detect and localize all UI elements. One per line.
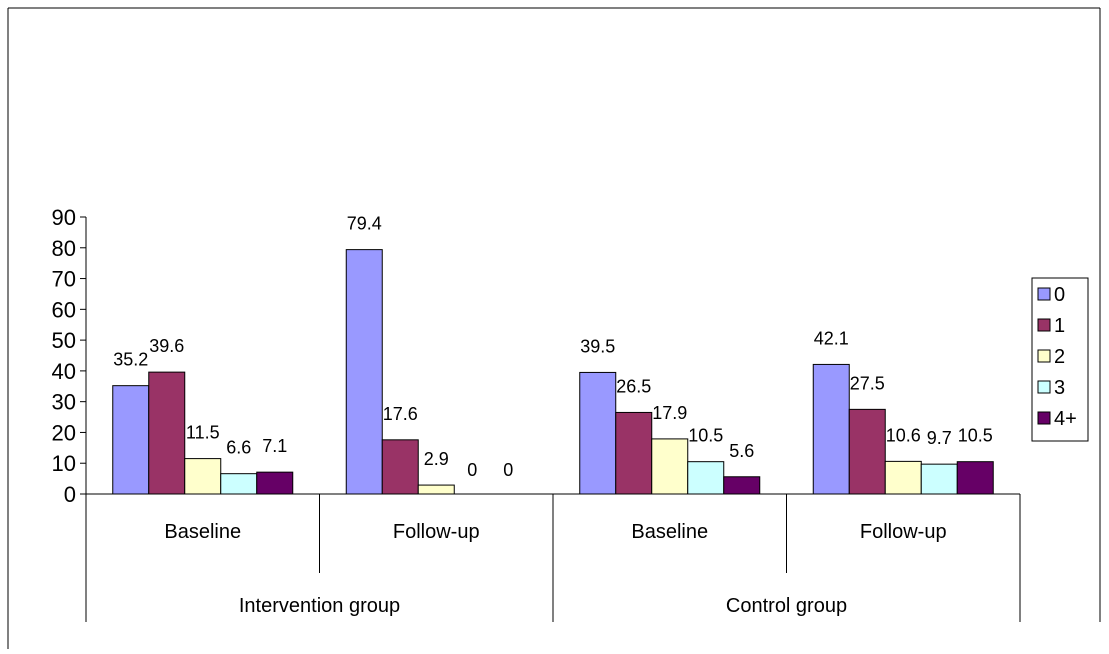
data-label: 39.6 — [149, 336, 184, 356]
bar-3-2 — [688, 462, 724, 494]
y-tick-label: 10 — [52, 451, 76, 476]
legend-label: 4+ — [1054, 408, 1077, 430]
legend-label: 1 — [1054, 315, 1065, 337]
data-label: 10.5 — [688, 426, 723, 446]
bar-3-0 — [221, 474, 257, 494]
data-label: 26.5 — [616, 376, 651, 396]
data-label: 2.9 — [424, 449, 449, 469]
legend-label: 3 — [1054, 377, 1065, 399]
bar-2-2 — [652, 439, 688, 494]
y-tick-label: 30 — [52, 390, 76, 415]
x-axis: Baseline Follow-up Baseline Follow-up Interv… — [86, 494, 1020, 622]
data-label: 10.5 — [958, 426, 993, 446]
x-group-label: Intervention group — [239, 595, 400, 617]
data-label: 39.5 — [580, 336, 615, 356]
bar-2-0 — [185, 459, 221, 494]
data-label: 17.6 — [383, 404, 418, 424]
bar-0-0 — [113, 386, 149, 494]
y-tick-label: 80 — [52, 236, 76, 261]
data-label: 17.9 — [652, 403, 687, 423]
data-label: 42.1 — [814, 328, 849, 348]
bar-1-3 — [849, 409, 885, 494]
data-label: 5.6 — [729, 441, 754, 461]
bar-2-1 — [418, 485, 454, 494]
legend: 0 1 2 3 4+ — [1032, 278, 1088, 441]
bar-4+-3 — [957, 462, 993, 494]
legend-label: 2 — [1054, 346, 1065, 368]
legend-swatch-3 — [1038, 381, 1050, 393]
data-label: 35.2 — [113, 350, 148, 370]
data-label: 27.5 — [850, 373, 885, 393]
y-tick-label: 40 — [52, 359, 76, 384]
data-label: 9.7 — [927, 428, 952, 448]
bar-4+-0 — [257, 472, 293, 494]
legend-swatch-1 — [1038, 319, 1050, 331]
legend-swatch-0 — [1038, 288, 1050, 300]
data-label: 0 — [467, 460, 477, 480]
x-category-label: Follow-up — [860, 521, 947, 543]
data-label: 6.6 — [226, 438, 251, 458]
bar-1-0 — [149, 372, 185, 494]
y-tick-label: 60 — [52, 297, 76, 322]
x-category-label: Baseline — [164, 521, 241, 543]
y-tick-label: 20 — [52, 420, 76, 445]
data-label: 79.4 — [347, 214, 382, 234]
y-tick-label: 0 — [64, 482, 76, 507]
y-axis: 0 10 20 30 40 50 60 70 80 90 — [52, 205, 86, 507]
y-tick-label: 90 — [52, 205, 76, 230]
bar-1-1 — [382, 440, 418, 494]
x-category-label: Follow-up — [393, 521, 480, 543]
legend-swatch-2 — [1038, 350, 1050, 362]
x-category-label: Baseline — [631, 521, 708, 543]
bar-1-2 — [616, 412, 652, 494]
bar-2-3 — [885, 461, 921, 494]
y-tick-label: 70 — [52, 267, 76, 292]
data-label: 0 — [503, 460, 513, 480]
legend-swatch-4+ — [1038, 412, 1050, 424]
bar-0-3 — [813, 364, 849, 494]
data-label: 11.5 — [186, 423, 220, 443]
bar-0-2 — [580, 372, 616, 494]
bar-3-3 — [921, 464, 957, 494]
x-group-label: Control group — [726, 595, 847, 617]
bar-0-1 — [346, 250, 382, 494]
data-label: 7.1 — [262, 436, 287, 456]
y-tick-label: 50 — [52, 328, 76, 353]
bar-4+-2 — [724, 477, 760, 494]
data-label: 10.6 — [886, 425, 921, 445]
legend-label: 0 — [1054, 284, 1065, 306]
